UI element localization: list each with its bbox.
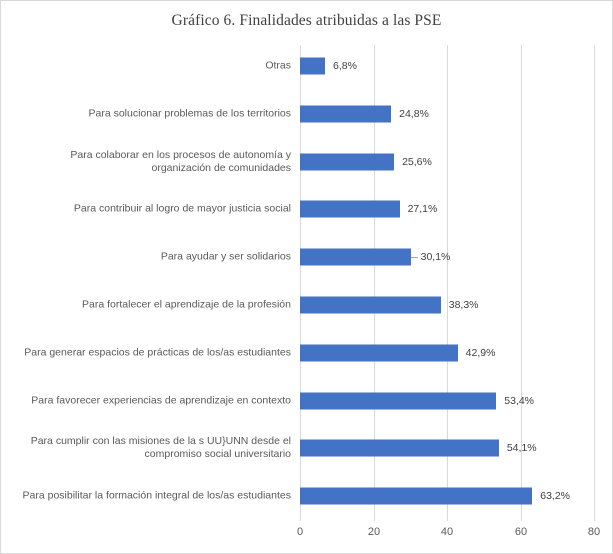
gridline-20	[374, 45, 375, 521]
bar-row: Para ayudar y ser solidarios 30,1%	[0, 233, 613, 281]
value-label: 53,4%	[504, 394, 535, 407]
bar-row: Para cumplir con las misiones de la s UU…	[0, 424, 613, 472]
chart-title: Gráfico 6. Finalidades atribuidas a las …	[171, 12, 442, 29]
bar-row: Para colaborar en los procesos de autono…	[0, 138, 613, 186]
bar	[300, 248, 411, 266]
bar	[300, 200, 400, 218]
value-label: 30,1%	[420, 251, 451, 264]
category-label: Para generar espacios de prácticas de lo…	[24, 346, 291, 359]
bar-row: Para favorecer experiencias de aprendiza…	[0, 377, 613, 425]
bar-row: Para solucionar problemas de los territo…	[0, 90, 613, 138]
category-label: Para solucionar problemas de los territo…	[88, 107, 291, 120]
value-label: 54,1%	[506, 442, 537, 455]
x-tick-label: 40	[440, 526, 454, 538]
category-label: Para colaborar en los procesos de autono…	[70, 148, 291, 174]
gridline-40	[447, 45, 448, 521]
bar-row: Para generar espacios de prácticas de lo…	[0, 329, 613, 377]
bar	[300, 344, 458, 362]
bar-row: Para contribuir al logro de mayor justic…	[0, 185, 613, 233]
bar	[300, 487, 533, 505]
value-label: 24,8%	[399, 107, 429, 120]
category-label: Para contribuir al logro de mayor justic…	[73, 202, 291, 215]
x-tick-label: 80	[587, 526, 601, 538]
gridline-60	[521, 45, 522, 521]
bar	[300, 439, 499, 457]
value-label: 25,6%	[402, 155, 432, 168]
x-tick-label: 0	[296, 526, 304, 538]
bar-row: Para fortalecer el aprendizaje de la pro…	[0, 281, 613, 329]
value-label: 63,2%	[540, 490, 571, 503]
category-label: Otras	[265, 59, 291, 72]
category-label: Para favorecer experiencias de aprendiza…	[31, 394, 291, 407]
bar	[300, 57, 325, 75]
bar-row: Otras 6,8%	[0, 42, 613, 90]
gridline-80	[594, 45, 595, 521]
bar	[300, 105, 392, 123]
value-label: 27,1%	[407, 203, 438, 216]
x-tick-label: 60	[514, 526, 528, 538]
bar	[300, 392, 497, 410]
category-label: Para fortalecer el aprendizaje de la pro…	[82, 298, 291, 311]
value-label: 38,3%	[448, 299, 479, 311]
x-tick-label: 20	[367, 526, 381, 538]
category-label: Para posibilitar la formación integral d…	[22, 489, 291, 502]
value-label: 6,8%	[332, 60, 357, 72]
bar	[300, 296, 441, 314]
value-label: 42,9%	[465, 346, 496, 359]
category-label: Para ayudar y ser solidarios	[160, 250, 291, 263]
gridline-0	[300, 45, 301, 521]
leader-line	[410, 257, 418, 259]
bar-row: Para posibilitar la formación integral d…	[0, 472, 613, 520]
bar	[300, 153, 395, 171]
category-label: Para cumplir con las misiones de la s UU…	[30, 435, 291, 461]
